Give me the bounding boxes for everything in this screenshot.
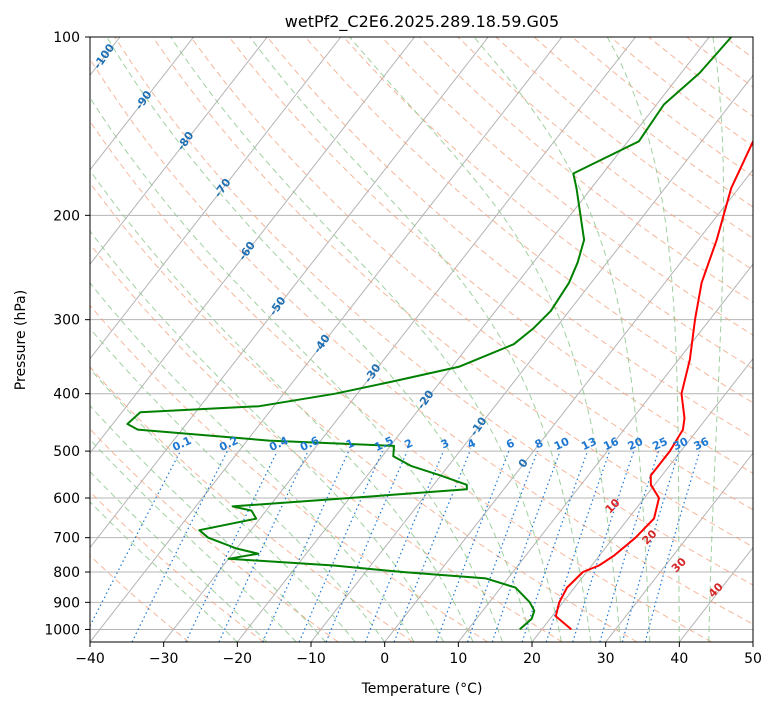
moist-adiabat [90, 230, 445, 642]
dry-adiabat [381, 37, 753, 336]
mixing-ratio-line [521, 450, 589, 642]
moist-adiabat [708, 37, 725, 642]
series-layer [126, 37, 753, 631]
dry-adiabat [90, 181, 638, 642]
isotherm--30 [163, 37, 636, 642]
plot-frame [89, 36, 754, 643]
moist-adiabat [249, 37, 592, 642]
moist-adiabat [90, 327, 386, 642]
isotherm--70 [90, 37, 342, 360]
y-tick-label: 1000 [44, 622, 80, 638]
x-tick-label: 30 [597, 651, 615, 667]
x-tick-label: 20 [523, 651, 541, 667]
moist-adiabat [349, 37, 621, 642]
y-tick-label: 900 [53, 595, 80, 611]
mixing-ratio-line [393, 450, 471, 642]
x-tick-label: 50 [744, 651, 762, 667]
x-tick-label: −20 [223, 651, 253, 667]
x-tick-label: −40 [75, 651, 105, 667]
mixing-ratio-line [218, 450, 309, 642]
moist-adiabat [90, 470, 268, 642]
mixing-ratio-line [572, 450, 635, 642]
mixing-ratio-line [599, 450, 660, 642]
y-tick-label: 200 [53, 208, 80, 224]
isotherm--40 [90, 37, 563, 642]
x-tick-label: −30 [149, 651, 179, 667]
y-axis: 100 200 300 400 500 600 700 800 900 1000 [44, 30, 90, 638]
temperature-profile [554, 139, 753, 631]
isotherm--50 [90, 37, 489, 549]
x-tick-label: −10 [296, 651, 326, 667]
dry-adiabat [228, 37, 753, 474]
moist-adiabat [90, 96, 503, 642]
isotherm--20 [236, 37, 710, 642]
dry-adiabat [90, 58, 753, 625]
mixing-ratio-label: 25 [650, 435, 669, 453]
chart-title: wetPf2_C2E6.2025.289.18.59.G05 [285, 12, 559, 32]
isotherm-0 [384, 168, 753, 642]
moist-adiabat [170, 37, 562, 642]
isotherm-10 [457, 263, 753, 642]
moist-adiabat [90, 368, 356, 642]
y-tick-label: 800 [53, 565, 80, 581]
y-tick-label: 500 [53, 444, 80, 460]
isotherm-20 [531, 357, 753, 642]
mixing-ratio-label: 16 [601, 435, 621, 453]
y-tick-label: 400 [53, 387, 80, 403]
moist-adiabat [473, 37, 651, 642]
moist-adiabat [90, 282, 415, 642]
y-tick-label: 100 [53, 30, 80, 46]
x-tick-label: 10 [449, 651, 467, 667]
moist-adiabat [90, 439, 297, 642]
dry-adiabat [90, 243, 563, 642]
x-tick-label: 0 [380, 651, 389, 667]
dry-adiabat [90, 304, 488, 642]
x-axis: −40 −30 −20 −10 0 10 20 30 40 50 [75, 642, 762, 667]
dry-adiabat [90, 554, 190, 642]
x-axis-label: Temperature (°C) [361, 681, 483, 697]
dry-adiabat [90, 366, 414, 642]
mixing-ratio-line [545, 450, 611, 642]
mixing-ratio-line [185, 450, 278, 642]
mixing-ratio-label: 36 [692, 435, 712, 453]
isotherm--10 [310, 74, 753, 642]
mixing-ratio-line [644, 450, 701, 642]
dry-adiabat [419, 37, 753, 303]
mixing-ratio-label: 13 [579, 435, 598, 453]
moist-adiabat [106, 37, 533, 642]
moist-adiabat [90, 501, 238, 642]
y-axis-label: Pressure (hPa) [13, 290, 29, 390]
y-tick-label: 300 [53, 313, 80, 329]
isotherm-30 [605, 452, 753, 642]
isotherm--90 [90, 37, 194, 171]
mixing-ratio-line [435, 450, 510, 642]
dry-adiabat [114, 37, 753, 586]
isotherm--60 [90, 37, 415, 454]
y-tick-label: 600 [53, 491, 80, 507]
mixing-ratio-label: 10 [552, 435, 572, 453]
moist-adiabat [606, 37, 680, 642]
dry-adiabat [90, 120, 712, 642]
dewpoint-profile [126, 37, 733, 631]
moist-adiabat [90, 169, 474, 642]
x-tick-label: 40 [670, 651, 688, 667]
mixing-ratio-line [621, 450, 680, 642]
y-tick-label: 700 [53, 531, 80, 547]
mixing-ratio-label: 20 [626, 435, 646, 453]
grid-layer [90, 37, 753, 642]
mixing-ratio-label: 30 [671, 435, 691, 453]
isotherm--80 [90, 37, 268, 266]
moist-adiabat [90, 405, 327, 642]
